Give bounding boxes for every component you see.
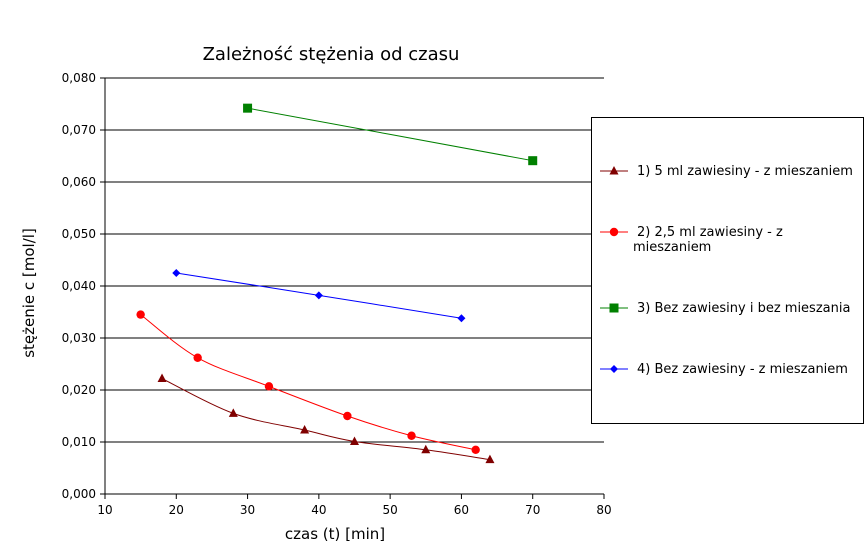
data-point: [343, 411, 352, 421]
legend-label: 3) Bez zawiesiny i bez mieszania: [637, 301, 850, 316]
y-axis-label: stężenie c [mol/l]: [20, 228, 38, 358]
y-tick-label: 0,030: [62, 331, 96, 345]
series-3-line: [247, 107, 533, 162]
series-2-line: [140, 314, 476, 451]
legend-marker: [610, 365, 618, 373]
y-tick-label: 0,040: [62, 279, 96, 293]
x-tick-label: 80: [596, 503, 611, 517]
data-point: [350, 436, 359, 445]
data-point: [407, 431, 416, 440]
axes: 0,000 0,010 0,020 0,030 0,040 0,050 0,060 0,070…: [62, 71, 612, 517]
x-tick-label: 50: [383, 503, 398, 517]
legend-label: 1) 5 ml zawiesiny - z mieszaniem: [637, 164, 853, 179]
y-tick-label: 0,070: [62, 123, 96, 137]
x-axis-label: czas (t) [min]: [285, 525, 385, 543]
series-2: [136, 310, 480, 454]
data-point: [314, 291, 323, 300]
y-tick-label: 0,000: [62, 487, 96, 501]
x-tick-label: 20: [169, 503, 184, 517]
y-tick-label: 0,080: [62, 71, 96, 85]
data-point: [300, 425, 310, 434]
data-point: [157, 373, 167, 383]
legend-item-3: 3) Bez zawiesiny i bez mieszania: [600, 301, 850, 316]
series-1: [157, 373, 495, 464]
plot-area: [136, 103, 538, 464]
data-point: [485, 454, 495, 464]
legend-item-4: 4) Bez zawiesiny - z mieszaniem: [600, 362, 848, 377]
x-tick-label: 30: [240, 503, 255, 517]
y-tick-label: 0,010: [62, 435, 96, 449]
data-point: [457, 314, 466, 323]
data-point: [471, 445, 480, 454]
legend: 1) 5 ml zawiesiny - z mieszaniem 2) 2,5 m…: [591, 117, 864, 424]
chart-title: Zależność stężenia od czasu: [203, 44, 460, 65]
data-point: [264, 382, 274, 391]
series-3: [243, 103, 538, 166]
legend-label: 4) Bez zawiesiny - z mieszaniem: [637, 362, 848, 377]
legend-marker: [609, 303, 619, 313]
y-tick-label: 0,020: [62, 383, 96, 397]
legend-marker: [609, 227, 619, 237]
legend-item-1: 1) 5 ml zawiesiny - z mieszaniem: [600, 164, 853, 179]
grid: [105, 77, 604, 495]
data-point: [528, 156, 538, 166]
data-point: [243, 103, 253, 113]
series-1-line: [161, 378, 491, 461]
data-point: [228, 408, 238, 417]
data-point: [172, 269, 181, 277]
x-tick-label: 40: [311, 503, 326, 517]
x-tick-label: 60: [454, 503, 469, 517]
y-tick-label: 0,060: [62, 175, 96, 189]
data-point: [136, 310, 145, 319]
legend-marker: [609, 166, 619, 175]
legend-box: [591, 117, 864, 424]
series-4: [172, 269, 466, 323]
legend-label: mieszaniem: [633, 240, 711, 255]
legend-label: 2) 2,5 ml zawiesiny - z: [637, 225, 783, 240]
x-tick-label: 10: [97, 503, 112, 517]
data-point: [421, 444, 431, 454]
x-tick-label: 70: [525, 503, 540, 517]
y-tick-label: 0,050: [62, 227, 96, 241]
data-point: [193, 353, 202, 362]
